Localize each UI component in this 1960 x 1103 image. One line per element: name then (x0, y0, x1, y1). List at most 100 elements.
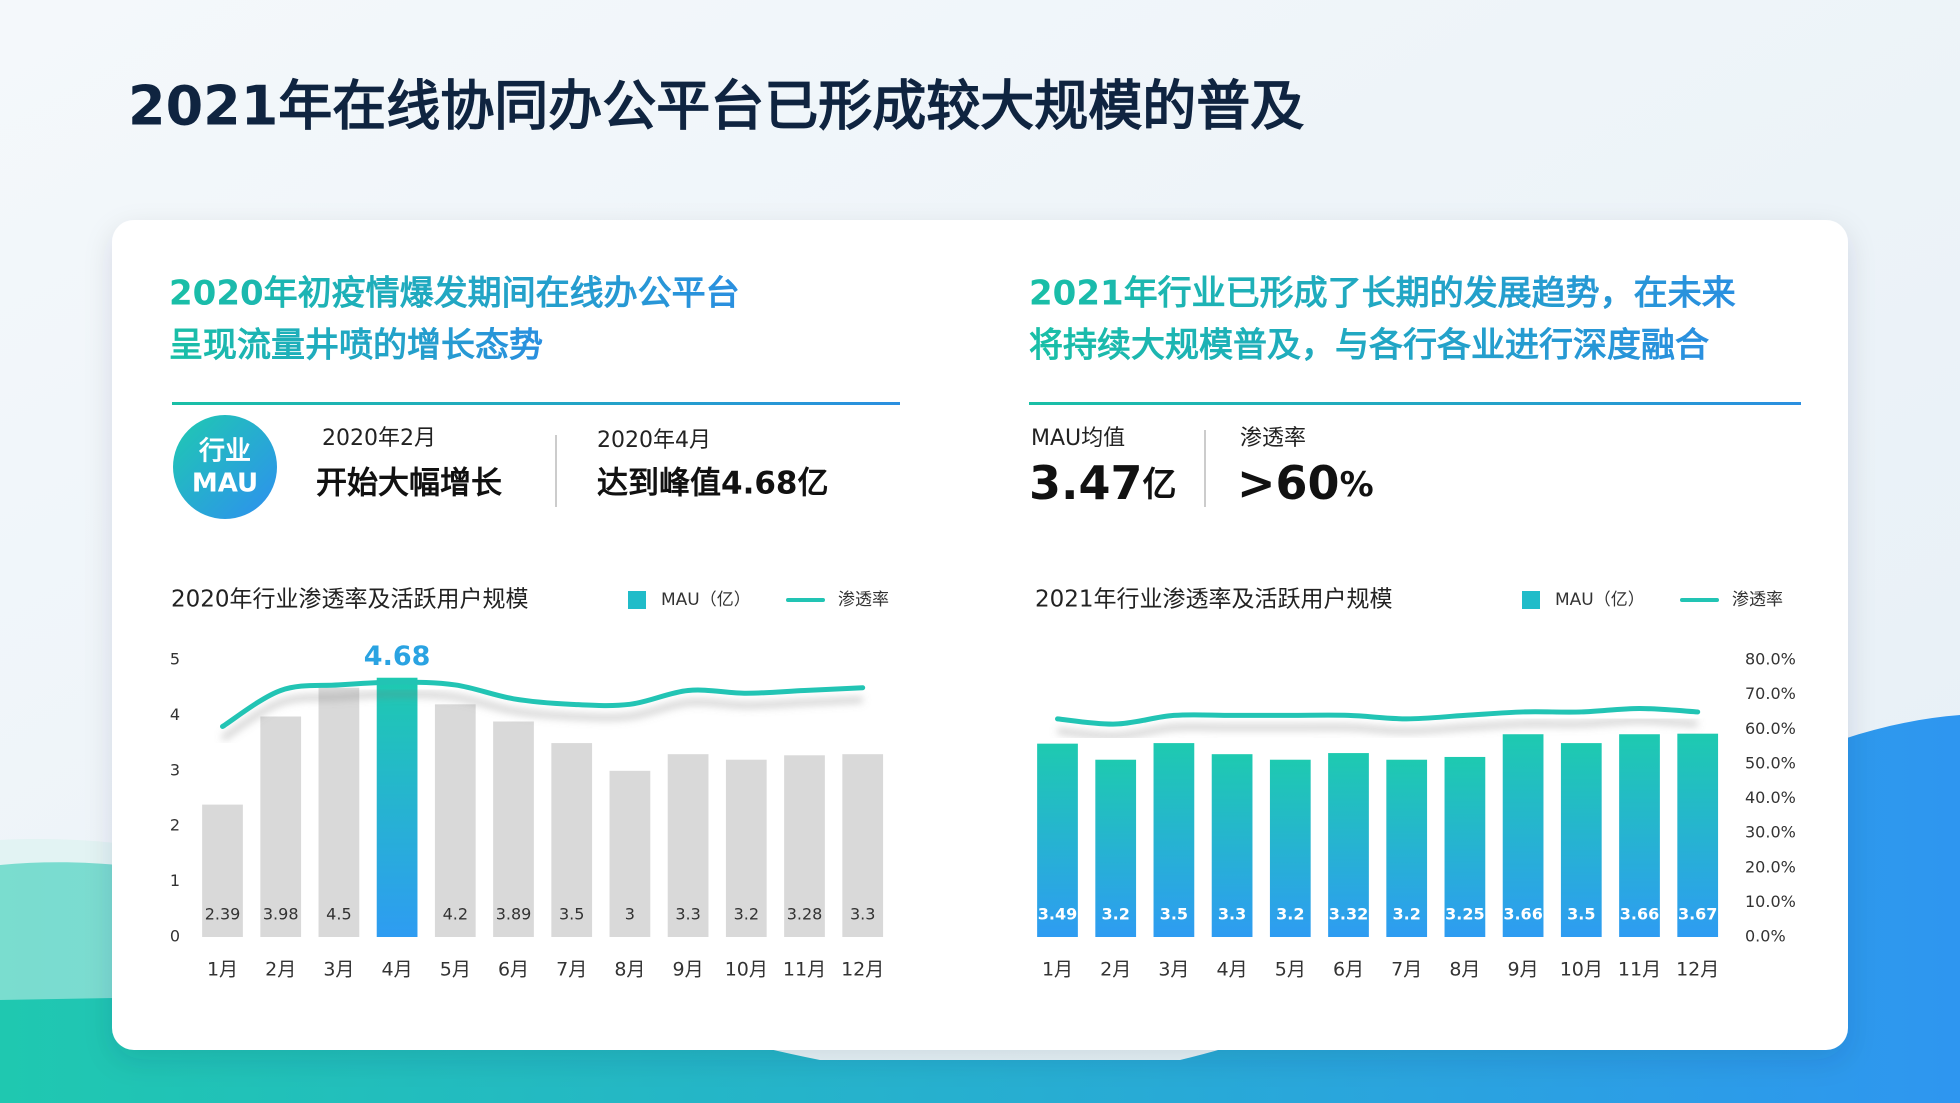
panel-heading: 将持续大规模普及，与各行各业进行深度融合 (1029, 326, 1709, 366)
bar (202, 804, 243, 937)
stat-number: >60 (1237, 456, 1340, 510)
bar (842, 754, 884, 937)
value-label: 3.98 (263, 905, 299, 924)
stat-label: 2020年4月 (597, 428, 711, 453)
panel-heading: 呈现流量井喷的增长态势 (169, 326, 543, 366)
line (1055, 705, 1701, 727)
x-tick-label: 12月 (841, 959, 884, 981)
value-label: 3.3 (850, 905, 875, 924)
legend-label: 渗透率 (838, 590, 889, 610)
bar (1153, 743, 1195, 937)
y2-tick-label: 70.0% (1745, 684, 1796, 703)
value-label: 3.3 (1218, 905, 1246, 924)
x-tick-label: 11月 (783, 959, 826, 981)
value-label: 4.2 (443, 905, 468, 924)
x-tick-label: 7月 (556, 959, 587, 981)
value-label: 3.32 (1329, 905, 1368, 924)
stat-label: 2020年2月 (322, 426, 436, 451)
stat-text: 开始大幅增长 (316, 466, 502, 502)
value-label: 3.49 (1038, 905, 1077, 924)
value-label: 3.2 (1102, 905, 1130, 924)
value-label: 4.5 (326, 905, 351, 924)
divider (1029, 402, 1801, 405)
x-tick-label: 4月 (382, 959, 413, 981)
y2-tick-label: 10.0% (1745, 892, 1796, 911)
bar (609, 770, 651, 937)
bar (551, 743, 593, 937)
bar (376, 677, 418, 937)
x-tick-label: 7月 (1391, 959, 1422, 981)
bar (667, 754, 709, 937)
x-tick-label: 6月 (498, 959, 529, 981)
bar (725, 759, 767, 937)
bar (1037, 743, 1078, 937)
x-tick-label: 11月 (1618, 959, 1661, 981)
bar (784, 755, 825, 937)
chart-title: 2020年行业渗透率及活跃用户规模 (171, 587, 529, 613)
value-label: 3.2 (1276, 905, 1304, 924)
x-tick-label: 2月 (265, 959, 296, 981)
value-label: 3.3 (675, 905, 700, 924)
badge-text: MAU (192, 469, 258, 499)
legend-label: MAU（亿） (1555, 590, 1645, 610)
x-tick-label: 1月 (1042, 959, 1073, 981)
value-label: 3.5 (1160, 905, 1188, 924)
y2-tick-label: 20.0% (1745, 857, 1796, 876)
page-title: 2021年在线协同办公平台已形成较大规模的普及 (128, 75, 1304, 138)
panel-heading: 2020年初疫情爆发期间在线办公平台 (169, 274, 740, 314)
x-tick-label: 2月 (1100, 959, 1131, 981)
bar (493, 721, 534, 937)
value-label: 2.39 (205, 905, 241, 924)
value-label: 3.2 (734, 905, 759, 924)
y-tick-label: 4 (170, 705, 180, 724)
x-tick-label: 3月 (1158, 959, 1189, 981)
legend-swatch (1522, 591, 1540, 609)
y2-tick-label: 0.0% (1745, 927, 1786, 946)
bar (1386, 759, 1428, 937)
y-tick-label: 3 (170, 760, 180, 779)
bar (1677, 733, 1719, 937)
stat-text: 达到峰值4.68亿 (597, 466, 829, 502)
bar (1328, 753, 1369, 937)
value-label: 3.67 (1678, 905, 1717, 924)
y-tick-label: 2 (170, 816, 180, 835)
value-label: 3.5 (559, 905, 584, 924)
x-tick-label: 10月 (1560, 959, 1603, 981)
x-tick-label: 8月 (614, 959, 645, 981)
bar (1444, 756, 1486, 937)
y-tick-label: 5 (170, 650, 180, 669)
x-tick-label: 9月 (673, 959, 704, 981)
value-label: 3 (625, 905, 635, 924)
value-label: 3.66 (1503, 905, 1542, 924)
bar (1619, 734, 1660, 937)
bar (318, 687, 360, 937)
value-label: 4.68 (364, 641, 431, 672)
value-label: 3.89 (496, 905, 532, 924)
x-tick-label: 3月 (323, 959, 354, 981)
line-shadow (1057, 717, 1698, 740)
stat-value: 3.47亿 (1029, 456, 1177, 510)
badge-circle (173, 415, 277, 519)
x-tick-label: 6月 (1333, 959, 1364, 981)
x-tick-label: 1月 (207, 959, 238, 981)
value-label: 3.28 (787, 905, 823, 924)
x-tick-label: 8月 (1449, 959, 1480, 981)
x-tick-label: 9月 (1508, 959, 1539, 981)
x-tick-label: 12月 (1676, 959, 1719, 981)
y2-tick-label: 50.0% (1745, 753, 1796, 772)
stat-label: 渗透率 (1240, 426, 1306, 451)
stat-unit: % (1340, 465, 1374, 505)
x-tick-label: 5月 (440, 959, 471, 981)
x-tick-label: 5月 (1275, 959, 1306, 981)
value-label: 3.2 (1393, 905, 1421, 924)
bar (260, 716, 302, 937)
bar (1095, 759, 1137, 937)
line-shadow (220, 691, 863, 742)
stat-value: >60% (1237, 456, 1374, 510)
bar (434, 704, 476, 937)
bar (1269, 759, 1311, 937)
y2-tick-label: 30.0% (1745, 823, 1796, 842)
x-tick-label: 10月 (725, 959, 768, 981)
value-label: 3.66 (1620, 905, 1659, 924)
